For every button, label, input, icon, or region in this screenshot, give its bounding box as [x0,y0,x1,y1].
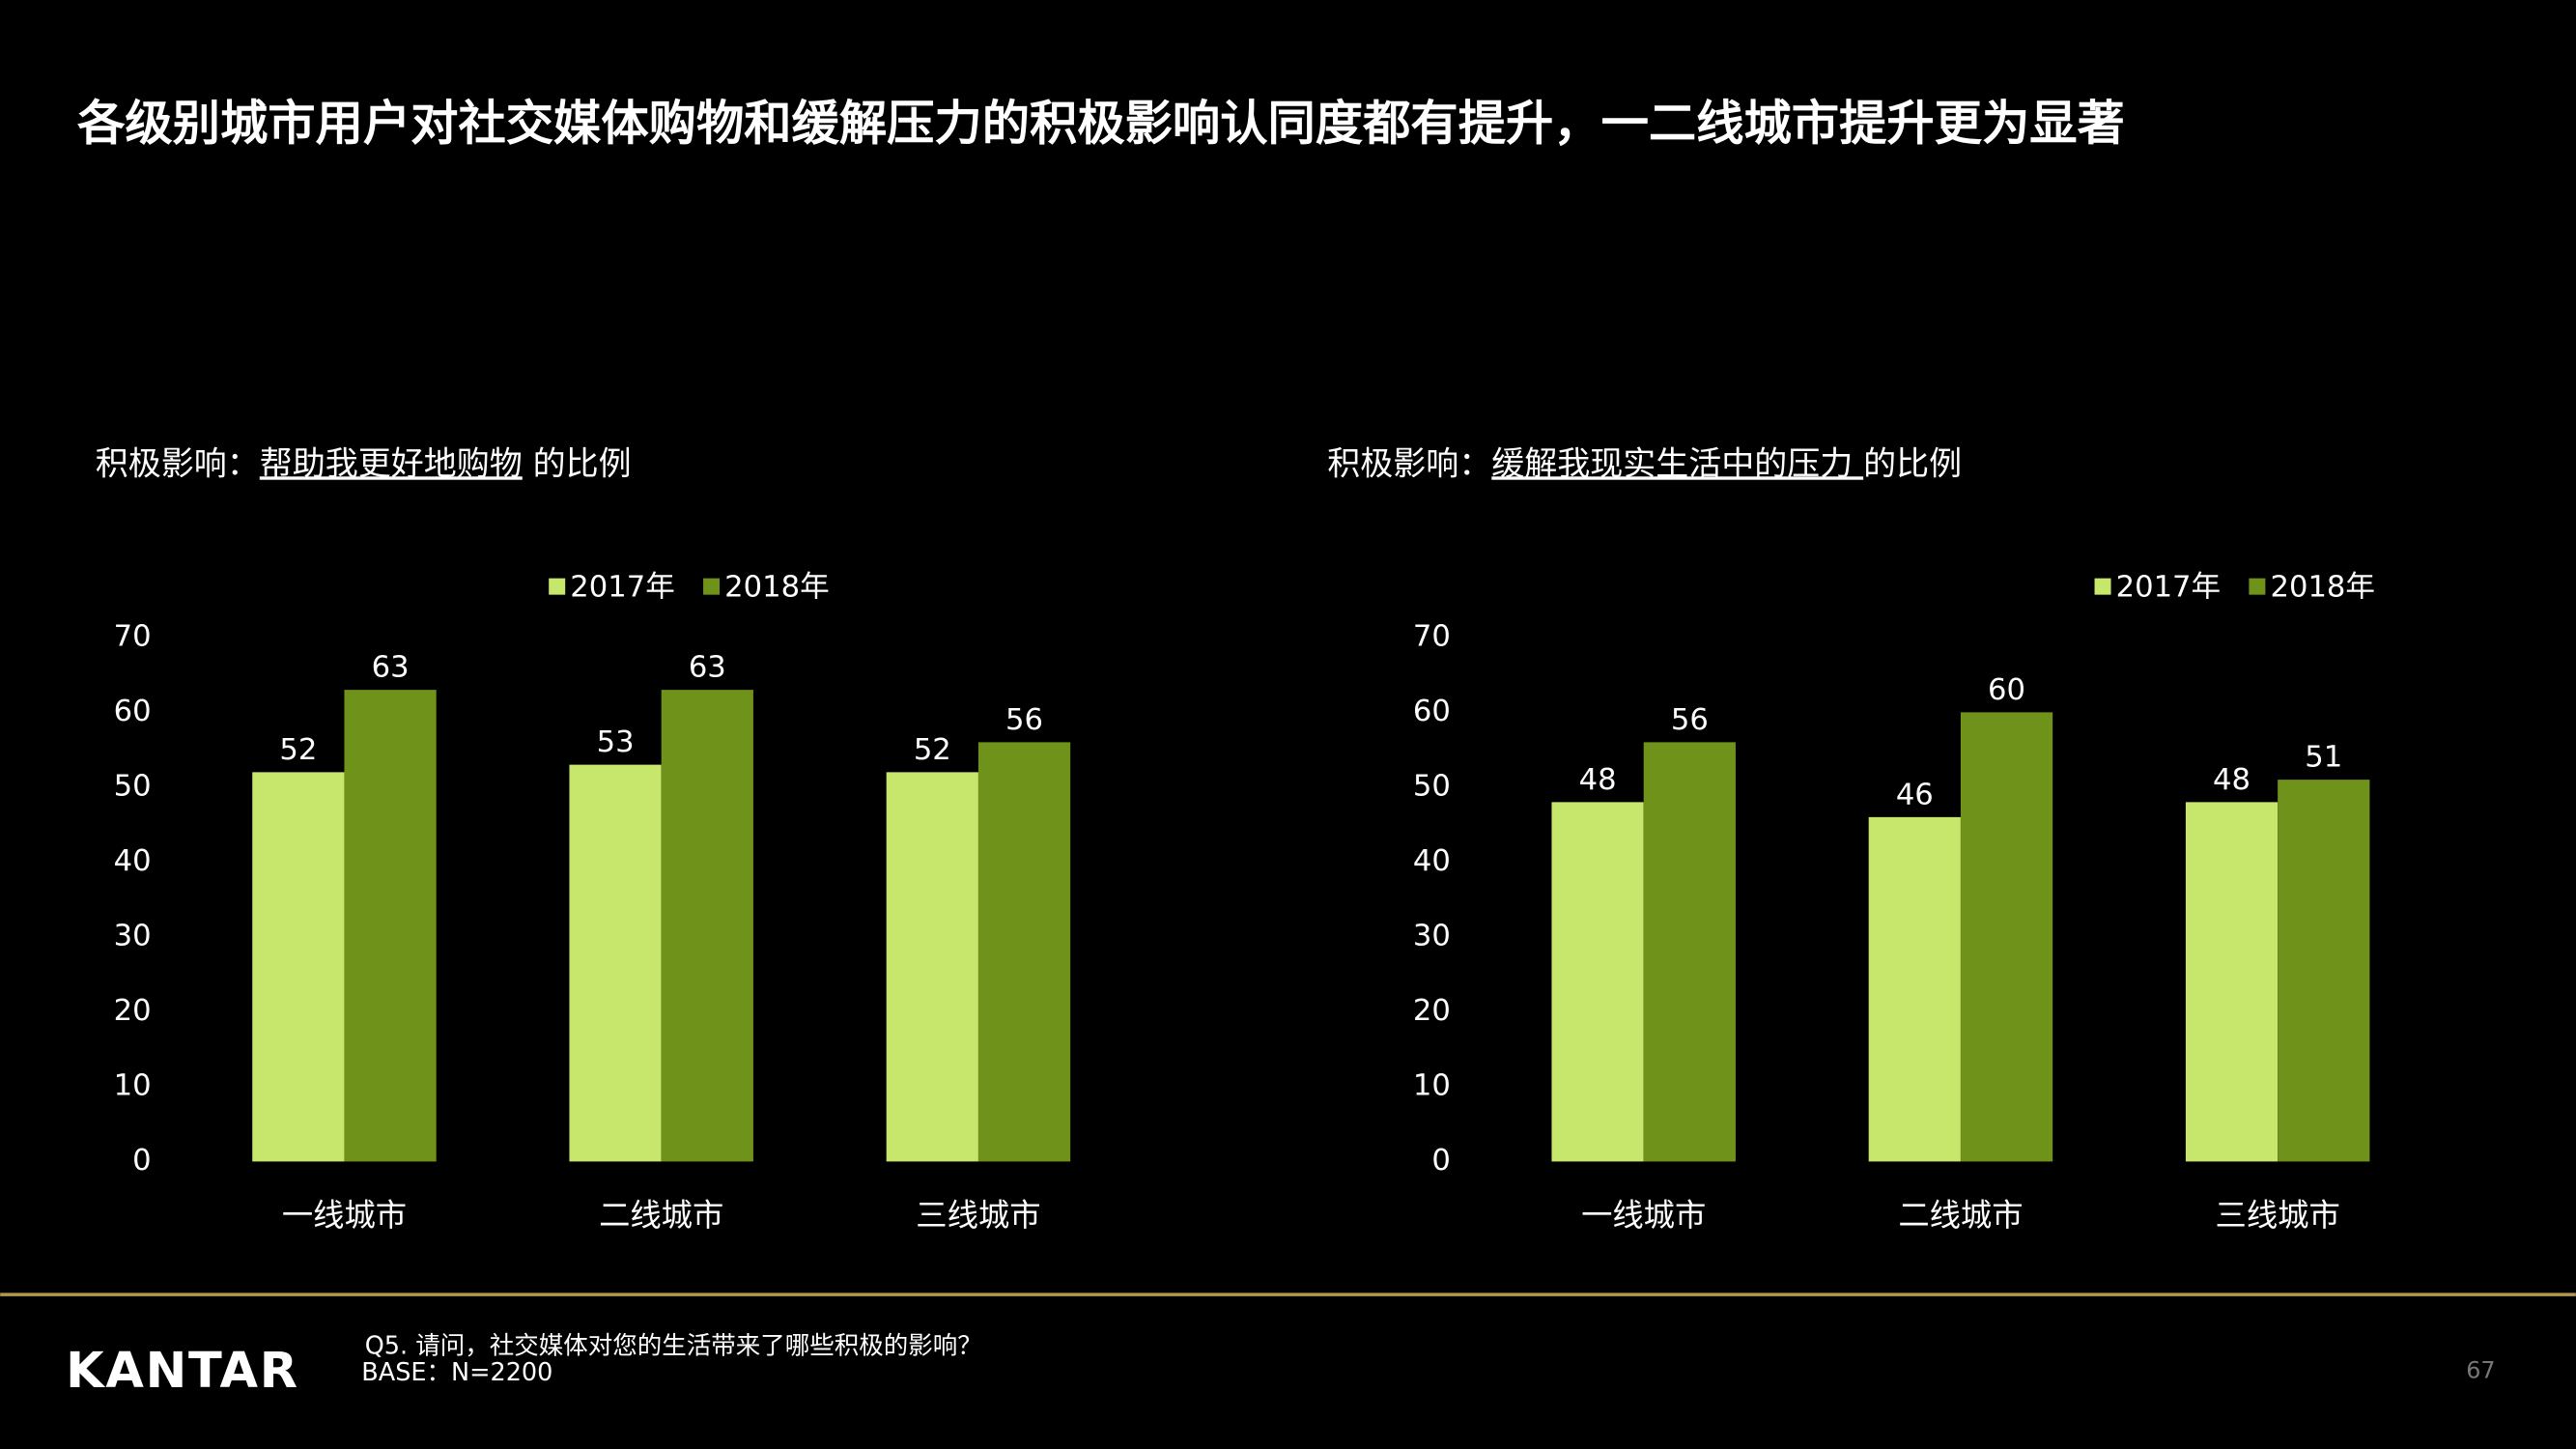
value-label: 46 [1896,778,1934,811]
value-label: 53 [597,725,635,759]
value-label: 48 [1579,763,1617,797]
subtitle-suffix: 的比例 [1863,444,1962,483]
legend-swatch [2094,578,2111,595]
subtitle-highlight: 帮助我更好地购物 [260,444,523,483]
page-number: 67 [2466,1357,2495,1384]
value-label: 48 [2213,763,2250,797]
subtitle-highlight: 缓解我现实生活中的压力 [1491,444,1863,483]
base-note: BASE：N=2200 [361,1358,552,1387]
bar [344,690,437,1162]
y-tick-label: 40 [114,844,152,878]
chart-subtitle: 积极影响：缓解我现实生活中的压力 的比例 [1327,444,1962,483]
y-tick-label: 10 [114,1068,152,1102]
y-tick-label: 0 [1431,1144,1450,1178]
value-label: 63 [689,651,726,685]
y-tick-label: 20 [1413,994,1451,1028]
x-tick-label: 三线城市 [916,1197,1040,1234]
slide-title: 各级别城市用户对社交媒体购物和缓解压力的积极影响认同度都有提升，一二线城市提升更… [77,95,2125,151]
y-tick-label: 30 [114,919,152,952]
question: Q5. 请问，社交媒体对您的生活带来了哪些积极的影响？ [365,1332,982,1361]
y-tick-label: 20 [114,994,152,1028]
y-tick-label: 70 [1413,619,1451,653]
y-tick-label: 40 [1413,844,1451,878]
legend-swatch [2249,578,2266,595]
value-label: 63 [372,651,410,685]
legend-label: 2018年 [724,570,830,604]
x-tick-label: 一线城市 [282,1197,407,1234]
subtitle-suffix: 的比例 [523,444,632,483]
legend-label: 2017年 [2116,570,2222,604]
value-label: 56 [1671,703,1709,737]
y-tick-label: 60 [114,695,152,728]
value-label: 52 [914,733,951,767]
x-tick-label: 二线城市 [1898,1197,2023,1234]
y-tick-label: 50 [1413,769,1451,803]
chart-subtitle: 积极影响：帮助我更好地购物 的比例 [96,444,632,483]
bar [569,764,662,1162]
legend-swatch [703,578,721,595]
bar [1551,802,1644,1162]
bar [1643,742,1736,1162]
x-tick-label: 一线城市 [1581,1197,1706,1234]
legend-label: 2017年 [570,570,675,604]
y-tick-label: 50 [114,769,152,803]
value-label: 52 [279,733,317,767]
y-tick-label: 0 [132,1144,151,1178]
legend-swatch [549,578,566,595]
bar [2185,802,2279,1162]
value-label: 60 [1988,673,2025,707]
y-tick-label: 60 [1413,695,1451,728]
value-label: 51 [2305,741,2342,775]
y-tick-label: 30 [1413,919,1451,952]
x-tick-label: 二线城市 [599,1197,723,1234]
bar [252,772,345,1162]
subtitle-prefix: 积极影响： [96,444,260,483]
bar [1960,712,2053,1162]
y-tick-label: 70 [114,619,152,653]
subtitle-prefix: 积极影响： [1327,444,1491,483]
bar [977,742,1071,1162]
y-tick-label: 10 [1413,1068,1451,1102]
x-tick-label: 三线城市 [2216,1197,2340,1234]
bar [1868,816,1961,1162]
logo: KANTAR [66,1343,299,1400]
bar [2278,780,2370,1162]
bar [661,690,753,1162]
legend-label: 2018年 [2271,570,2376,604]
value-label: 56 [1005,703,1043,737]
bar [886,772,978,1162]
